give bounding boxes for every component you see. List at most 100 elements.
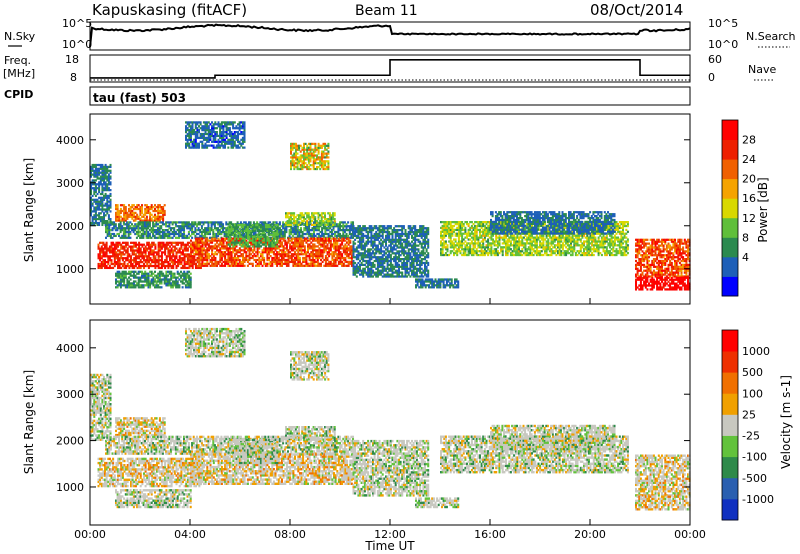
heatmap-cell	[295, 258, 298, 262]
heatmap-cell	[240, 142, 243, 145]
heatmap-cell	[299, 212, 302, 215]
heatmap-cell	[167, 255, 170, 258]
heatmap-cell	[180, 243, 183, 246]
heatmap-cell	[193, 261, 196, 264]
heatmap-cell	[171, 282, 174, 285]
heatmap-cell	[406, 244, 409, 247]
heatmap-cell	[279, 241, 282, 244]
heatmap-cell	[235, 253, 238, 256]
heatmap-cell	[211, 256, 214, 260]
heatmap-cell	[216, 247, 219, 250]
heatmap-cell	[355, 236, 358, 239]
heatmap-cell	[360, 256, 363, 259]
heatmap-cell	[199, 136, 202, 140]
heatmap-cell	[157, 253, 160, 256]
heatmap-cell	[380, 248, 383, 251]
heatmap-cell	[147, 245, 150, 248]
heatmap-cell	[282, 239, 285, 242]
heatmap-cell	[237, 256, 240, 260]
heatmap-cell	[194, 140, 197, 143]
heatmap-cell	[157, 257, 160, 260]
heatmap-cell	[365, 240, 368, 243]
heatmap-cell	[290, 146, 293, 149]
heatmap-cell	[220, 262, 223, 265]
heatmap-cell	[222, 230, 225, 234]
heatmap-cell	[306, 164, 309, 167]
heatmap-cell	[113, 232, 116, 236]
heatmap-cell	[151, 259, 154, 262]
heatmap-cell	[235, 144, 238, 147]
heatmap-cell	[113, 225, 116, 228]
heatmap-cell	[173, 262, 176, 266]
heatmap-cell	[253, 258, 256, 262]
heatmap-cell	[294, 245, 297, 248]
heatmap-cell	[149, 213, 152, 216]
heatmap-cell	[206, 256, 209, 260]
heatmap-cell	[292, 243, 295, 246]
heatmap-cell	[146, 262, 149, 266]
heatmap-cell	[394, 252, 397, 255]
heatmap-cell	[337, 230, 340, 234]
heatmap-cell	[302, 264, 305, 267]
heatmap-cell	[235, 224, 238, 227]
heatmap-cell	[394, 263, 397, 267]
heatmap-cell	[370, 232, 373, 236]
heatmap-cell	[139, 230, 142, 234]
heatmap-cell	[383, 238, 386, 241]
heatmap-cell	[303, 245, 306, 248]
heatmap-cell	[311, 260, 314, 264]
heatmap-cell	[170, 232, 173, 236]
heatmap-cell	[355, 234, 358, 238]
heatmap-cell	[195, 262, 198, 266]
heatmap-cell	[240, 253, 243, 256]
heatmap-cell	[367, 259, 370, 263]
heatmap-cell	[326, 221, 329, 224]
heatmap-cell	[131, 251, 134, 254]
heatmap-cell	[150, 219, 153, 222]
heatmap-cell	[341, 243, 344, 246]
heatmap-cell	[289, 247, 292, 250]
heatmap-cell	[155, 209, 158, 213]
heatmap-cell	[227, 140, 230, 143]
heatmap-cell	[303, 264, 306, 267]
heatmap-cell	[263, 235, 266, 238]
heatmap-cell	[310, 245, 313, 248]
heatmap-cell	[404, 244, 407, 247]
heatmap-cell	[194, 247, 197, 250]
heatmap-cell	[394, 225, 397, 228]
heatmap-cell	[131, 264, 134, 268]
heatmap-cell	[281, 237, 284, 240]
heatmap-cell	[191, 121, 194, 124]
heatmap-cell	[287, 255, 290, 258]
heatmap-cell	[302, 214, 305, 217]
heatmap-cell	[157, 207, 160, 211]
heatmap-cell	[247, 226, 250, 229]
heatmap-cell	[407, 232, 410, 236]
heatmap-cell	[311, 237, 314, 240]
heatmap-cell	[204, 239, 207, 242]
heatmap-cell	[201, 264, 204, 267]
heatmap-cell	[164, 264, 167, 268]
heatmap-cell	[147, 261, 150, 264]
heatmap-cell	[290, 144, 293, 147]
heatmap-cell	[319, 225, 322, 228]
heatmap-cell	[207, 262, 210, 265]
heatmap-cell	[161, 223, 164, 226]
heatmap-cell	[300, 262, 303, 265]
heatmap-cell	[152, 232, 155, 236]
heatmap-cell	[127, 225, 130, 228]
heatmap-cell	[211, 127, 214, 130]
heatmap-cell	[128, 282, 131, 285]
heatmap-cell	[250, 243, 253, 246]
heatmap-cell	[313, 249, 316, 252]
heatmap-cell	[307, 216, 310, 219]
heatmap-cell	[354, 230, 357, 234]
heatmap-cell	[277, 239, 280, 242]
heatmap-cell	[227, 251, 230, 254]
heatmap-cell	[234, 241, 237, 244]
heatmap-cell	[188, 131, 191, 134]
heatmap-cell	[159, 249, 162, 252]
heatmap-cell	[276, 233, 279, 236]
heatmap-cell	[206, 239, 209, 242]
heatmap-cell	[235, 260, 238, 264]
